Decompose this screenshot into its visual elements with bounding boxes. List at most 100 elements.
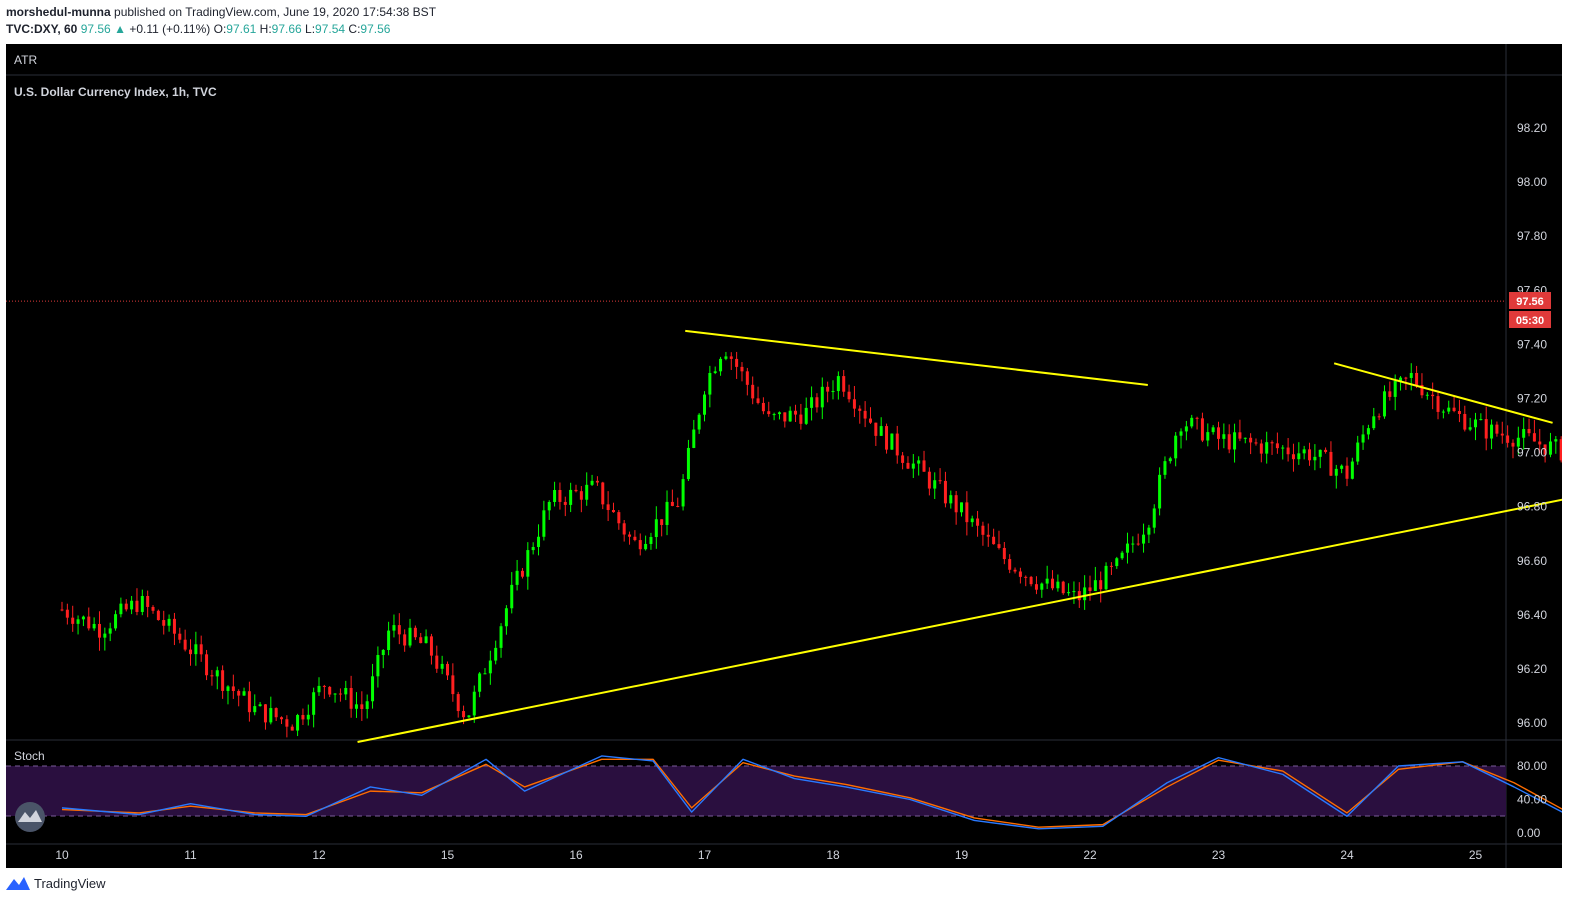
candle-body <box>1163 461 1167 475</box>
candle-body <box>558 490 562 502</box>
candle-body <box>922 460 926 472</box>
candle-body <box>199 644 203 655</box>
candle-body <box>242 691 246 696</box>
candle-body <box>531 547 535 551</box>
stoch-tick-label: 0.00 <box>1517 826 1541 840</box>
price-tick-label: 98.20 <box>1517 121 1547 135</box>
candle-body <box>740 366 744 372</box>
time-tick-label: 25 <box>1469 848 1483 862</box>
candle-body <box>1040 583 1044 590</box>
candle-body <box>965 502 969 523</box>
candle-body <box>611 510 615 513</box>
candle-body <box>365 701 369 709</box>
candle-body <box>1393 380 1397 397</box>
tradingview-logo-icon <box>6 876 30 890</box>
candle-body <box>376 655 380 677</box>
main-pane-title[interactable]: U.S. Dollar Currency Index, 1h, TVC <box>14 85 217 99</box>
candle-body <box>783 412 787 422</box>
candle-body <box>1265 442 1269 454</box>
candle-body <box>231 686 235 691</box>
candle-body <box>997 544 1001 548</box>
stoch-axis-labels: 80.00 40.00 0.00 <box>1517 759 1547 840</box>
candle-body <box>547 501 551 511</box>
candle-body <box>494 647 498 661</box>
candle-body <box>76 619 80 624</box>
candle-body <box>1522 428 1526 438</box>
candle-body <box>1511 442 1515 447</box>
price-tick-label: 96.80 <box>1517 500 1547 514</box>
candle-body <box>649 536 653 544</box>
trendline[interactable] <box>1333 362 1553 424</box>
candle-body <box>1249 437 1253 443</box>
candle-body <box>890 433 894 450</box>
price-tick-label: 96.60 <box>1517 554 1547 568</box>
candle-body <box>686 447 690 480</box>
stoch-pane-label[interactable]: Stoch <box>14 749 45 763</box>
candle-body <box>868 418 872 423</box>
candle-body <box>1404 377 1408 379</box>
trendline[interactable] <box>357 220 1574 744</box>
last-price-badge: 97.56 <box>1509 292 1551 309</box>
atr-pane-label[interactable]: ATR <box>14 53 37 67</box>
low-label: L: <box>305 22 316 36</box>
candle-body <box>1281 447 1285 449</box>
countdown-label: 05:30 <box>1516 315 1544 327</box>
candle-body <box>976 518 980 526</box>
candle-body <box>713 371 717 373</box>
candle-body <box>1441 411 1445 413</box>
candle-body <box>1350 461 1354 479</box>
candle-body <box>933 480 937 489</box>
countdown-badge-bg <box>1509 311 1551 328</box>
candle-body <box>338 693 342 695</box>
candle-body <box>970 518 974 523</box>
candle-body <box>1051 578 1055 589</box>
candle-body <box>938 480 942 482</box>
candle-body <box>836 376 840 392</box>
candle-body <box>1259 443 1263 454</box>
candle-body <box>371 676 375 702</box>
candle-body <box>1361 434 1365 443</box>
candle-body <box>456 694 460 712</box>
candle-body <box>1184 426 1188 432</box>
chart-canvas[interactable]: 98.2098.0097.8097.6097.4097.2097.0096.80… <box>6 44 1574 868</box>
candle-body <box>435 655 439 669</box>
candle-body <box>1527 428 1531 434</box>
high-label: H: <box>259 22 272 36</box>
open-label: O: <box>213 22 227 36</box>
candle-body <box>981 525 985 535</box>
candle-body <box>569 489 573 505</box>
candle-body <box>756 398 760 403</box>
candle-body <box>269 708 273 723</box>
chart-container[interactable]: 98.20 98.00 97.80 97.60 97.40 97.20 97.00 96.80… <box>6 44 1574 868</box>
candle-body <box>210 675 214 677</box>
candle-body <box>1313 456 1317 461</box>
candle-body <box>1254 442 1258 444</box>
candle-body <box>349 688 353 709</box>
author-name[interactable]: morshedul-munna <box>6 5 111 19</box>
candle-body <box>520 570 524 577</box>
candle-body <box>788 410 792 422</box>
candle-body <box>258 704 262 707</box>
footer-brand[interactable]: TradingView <box>34 876 106 891</box>
candle-body <box>729 356 733 359</box>
candle-body <box>660 519 664 525</box>
candle-body <box>670 501 674 506</box>
candle-body <box>1045 578 1049 584</box>
candle-body <box>151 606 155 611</box>
candle-body <box>719 358 723 372</box>
candle-body <box>585 484 589 500</box>
time-tick-label: 22 <box>1083 848 1097 862</box>
candle-body <box>1029 576 1033 585</box>
time-tick-label: 17 <box>698 848 712 862</box>
ohlc-legend: TVC:DXY, 60 97.56 ▲ +0.11 (+0.11%) O:97.… <box>6 22 390 36</box>
candle-body <box>253 706 257 713</box>
candle-body <box>1152 508 1156 528</box>
trendline[interactable] <box>685 329 1148 386</box>
last-price-badge-bg <box>1509 292 1551 309</box>
candle-body <box>692 429 696 448</box>
candle-body <box>446 663 449 676</box>
candle-body <box>354 704 358 709</box>
candle-body <box>1500 433 1504 436</box>
candle-body <box>413 627 417 638</box>
candle-body <box>1147 527 1151 535</box>
